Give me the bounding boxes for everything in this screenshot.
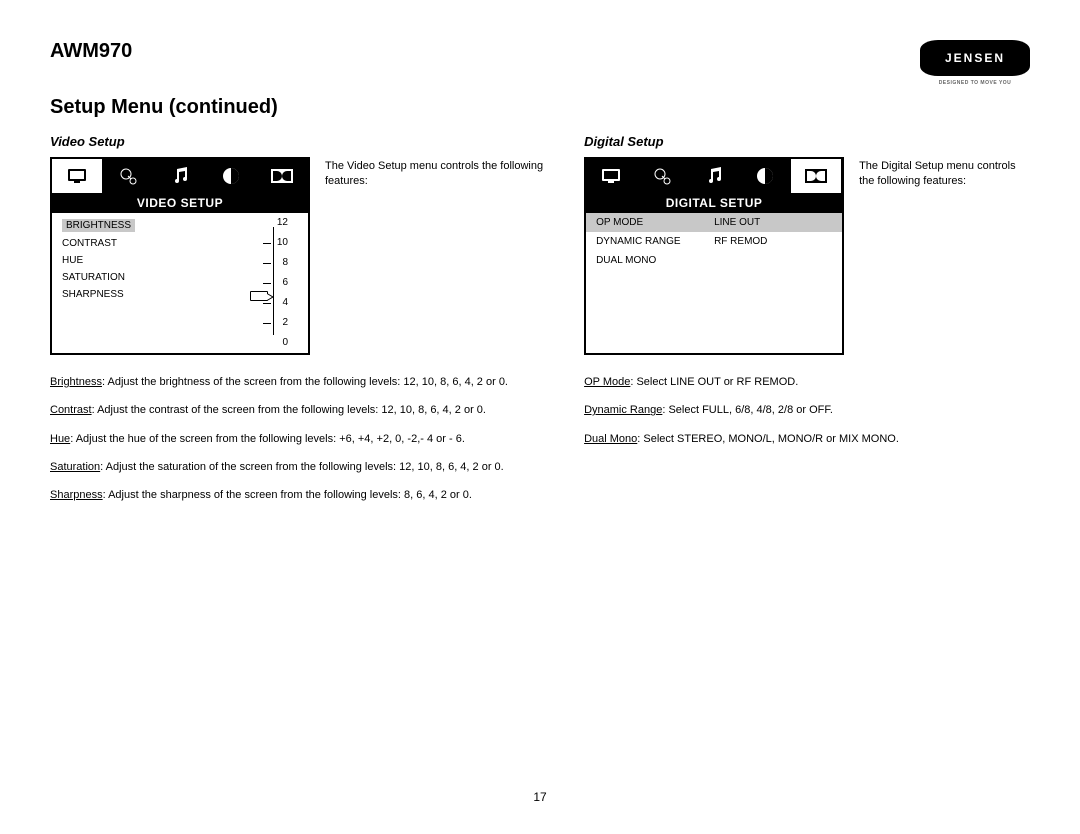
- page-title: Setup Menu (continued): [50, 96, 1030, 119]
- model-title: AWM970: [50, 40, 132, 63]
- video-menu-box: VIDEO SETUP BRIGHTNESS CONTRAST HUE SATU…: [50, 157, 310, 355]
- video-intro-text: The Video Setup menu controls the follow…: [325, 157, 554, 190]
- digital-row-dualmono[interactable]: DUAL MONO: [586, 251, 842, 270]
- param-sharpness[interactable]: SHARPNESS: [62, 289, 135, 300]
- digital-section-title: Digital Setup: [584, 134, 1030, 149]
- digital-descriptions: OP Mode: Select LINE OUT or RF REMOD. Dy…: [584, 375, 1030, 446]
- dolby-icon[interactable]: [257, 159, 308, 193]
- brand-logo: JENSEN DESIGNED TO MOVE YOU: [920, 40, 1030, 76]
- scale-pointer[interactable]: [250, 291, 268, 301]
- scale-column: 12 10 8 6 4 2 0: [277, 217, 288, 357]
- speaker-icon[interactable]: [637, 159, 688, 193]
- dolby-icon[interactable]: [791, 159, 842, 193]
- music-icon[interactable]: [688, 159, 739, 193]
- speaker-icon[interactable]: [103, 159, 154, 193]
- brand-tagline: DESIGNED TO MOVE YOU: [939, 80, 1012, 86]
- video-descriptions: Brightness: Adjust the brightness of the…: [50, 375, 554, 502]
- scale-line: [273, 227, 274, 335]
- icon-strip: [52, 159, 308, 193]
- tv-icon[interactable]: [586, 159, 637, 193]
- digital-row-dynrange[interactable]: DYNAMIC RANGERF REMOD: [586, 232, 842, 251]
- contrast-icon[interactable]: [740, 159, 791, 193]
- icon-strip-digital: [586, 159, 842, 193]
- param-hue[interactable]: HUE: [62, 255, 135, 266]
- video-section-title: Video Setup: [50, 134, 554, 149]
- digital-row-opmode[interactable]: OP MODELINE OUT: [586, 213, 842, 232]
- video-menu-title: VIDEO SETUP: [52, 193, 308, 213]
- digital-intro-text: The Digital Setup menu controls the foll…: [859, 157, 1030, 190]
- brand-text: JENSEN: [945, 51, 1005, 65]
- contrast-icon[interactable]: [206, 159, 257, 193]
- param-brightness[interactable]: BRIGHTNESS: [62, 219, 135, 232]
- digital-menu-box: DIGITAL SETUP OP MODELINE OUT DYNAMIC RA…: [584, 157, 844, 355]
- param-contrast[interactable]: CONTRAST: [62, 238, 135, 249]
- param-saturation[interactable]: SATURATION: [62, 272, 135, 283]
- tv-icon[interactable]: [52, 159, 103, 193]
- digital-menu-title: DIGITAL SETUP: [586, 193, 842, 213]
- page-number: 17: [533, 790, 546, 804]
- music-icon[interactable]: [154, 159, 205, 193]
